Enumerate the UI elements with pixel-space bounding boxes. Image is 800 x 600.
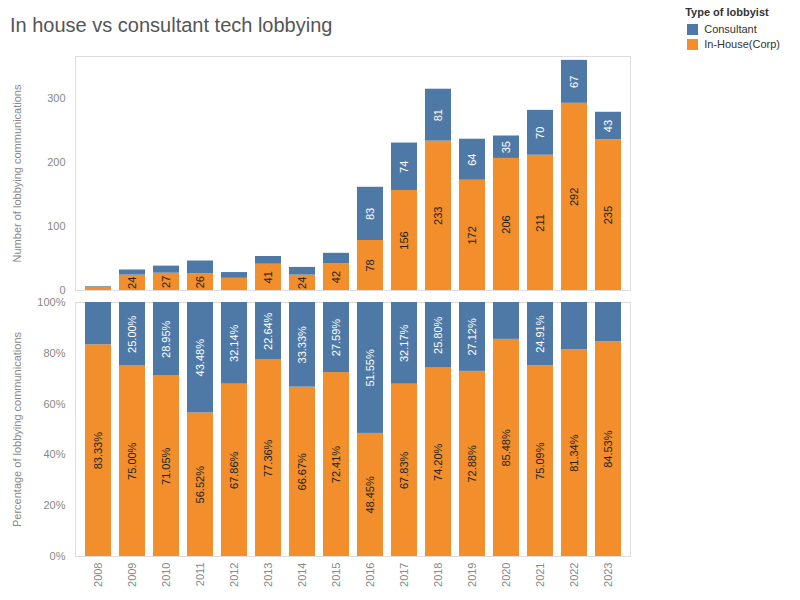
svg-text:2008: 2008: [92, 563, 104, 587]
svg-text:24: 24: [296, 277, 308, 289]
svg-text:35: 35: [500, 141, 512, 153]
svg-text:Number of lobbying communicati: Number of lobbying communications: [11, 84, 23, 262]
svg-text:75.09%: 75.09%: [534, 442, 546, 480]
svg-text:33.33%: 33.33%: [296, 326, 308, 364]
svg-text:156: 156: [398, 231, 410, 249]
svg-text:2016: 2016: [364, 563, 376, 587]
svg-text:43: 43: [602, 120, 614, 132]
svg-text:60%: 60%: [43, 398, 65, 410]
svg-text:67: 67: [568, 76, 580, 88]
html-text:In house vs consultant tech lo: In house vs consultant tech lobbying: [10, 14, 333, 36]
svg-text:100: 100: [47, 220, 65, 232]
svg-text:26: 26: [194, 276, 206, 288]
svg-text:27: 27: [160, 276, 172, 288]
svg-text:0: 0: [59, 284, 65, 296]
svg-text:2018: 2018: [432, 563, 444, 587]
svg-text:80%: 80%: [43, 347, 65, 359]
svg-text:25.00%: 25.00%: [126, 315, 138, 353]
svg-text:81.34%: 81.34%: [568, 434, 580, 472]
svg-text:27.59%: 27.59%: [330, 319, 342, 357]
svg-text:42: 42: [330, 271, 342, 283]
svg-text:Percentage of lobbying communi: Percentage of lobbying communications: [11, 331, 23, 527]
svg-text:67.83%: 67.83%: [398, 451, 410, 489]
svg-text:43.48%: 43.48%: [194, 339, 206, 377]
svg-text:74.20%: 74.20%: [432, 443, 444, 481]
svg-text:292: 292: [568, 188, 580, 206]
svg-text:2011: 2011: [194, 563, 206, 587]
svg-text:172: 172: [466, 226, 478, 244]
svg-text:2012: 2012: [228, 563, 240, 587]
svg-text:84.53%: 84.53%: [602, 430, 614, 468]
svg-text:56.52%: 56.52%: [194, 466, 206, 504]
svg-text:64: 64: [466, 154, 478, 166]
svg-text:2014: 2014: [296, 563, 308, 587]
svg-text:48.45%: 48.45%: [364, 476, 376, 514]
svg-text:235: 235: [602, 206, 614, 224]
svg-text:100%: 100%: [37, 296, 65, 308]
svg-text:72.88%: 72.88%: [466, 445, 478, 483]
svg-text:75.00%: 75.00%: [126, 442, 138, 480]
svg-text:2022: 2022: [568, 563, 580, 587]
svg-text:0%: 0%: [50, 550, 66, 562]
svg-text:2019: 2019: [466, 563, 478, 587]
svg-text:74: 74: [398, 161, 410, 173]
svg-text:77.36%: 77.36%: [262, 439, 274, 477]
svg-text:83.33%: 83.33%: [92, 432, 104, 470]
svg-text:22.64%: 22.64%: [262, 312, 274, 350]
svg-text:300: 300: [47, 92, 65, 104]
svg-text:71.05%: 71.05%: [160, 447, 172, 485]
svg-text:2017: 2017: [398, 563, 410, 587]
svg-text:25.80%: 25.80%: [432, 316, 444, 354]
svg-text:85.48%: 85.48%: [500, 429, 512, 467]
svg-text:2009: 2009: [126, 563, 138, 587]
svg-text:66.67%: 66.67%: [296, 453, 308, 491]
svg-text:200: 200: [47, 156, 65, 168]
svg-text:41: 41: [262, 271, 274, 283]
svg-text:32.17%: 32.17%: [398, 324, 410, 362]
svg-text:83: 83: [364, 208, 376, 220]
svg-text:67.86%: 67.86%: [228, 451, 240, 489]
svg-text:81: 81: [432, 109, 444, 121]
svg-text:2021: 2021: [534, 563, 546, 587]
svg-text:40%: 40%: [43, 448, 65, 460]
svg-text:24.91%: 24.91%: [534, 315, 546, 353]
svg-text:20%: 20%: [43, 499, 65, 511]
svg-text:70: 70: [534, 127, 546, 139]
svg-text:24: 24: [126, 277, 138, 289]
svg-text:72.41%: 72.41%: [330, 446, 342, 484]
svg-text:211: 211: [534, 214, 546, 232]
svg-text:2010: 2010: [160, 563, 172, 587]
svg-text:2023: 2023: [602, 563, 614, 587]
svg-text:2020: 2020: [500, 563, 512, 587]
html-text:Type of lobbyist: Type of lobbyist: [685, 6, 769, 18]
html-text:Consultant: Consultant: [704, 23, 757, 35]
svg-text:28.95%: 28.95%: [160, 320, 172, 358]
svg-text:206: 206: [500, 215, 512, 233]
svg-text:2013: 2013: [262, 563, 274, 587]
html-text:In-House(Corp): In-House(Corp): [704, 38, 780, 50]
svg-text:233: 233: [432, 207, 444, 225]
svg-text:27.12%: 27.12%: [466, 318, 478, 356]
svg-text:78: 78: [364, 259, 376, 271]
svg-text:32.14%: 32.14%: [228, 324, 240, 362]
svg-text:2015: 2015: [330, 563, 342, 587]
svg-text:51.55%: 51.55%: [364, 349, 376, 387]
